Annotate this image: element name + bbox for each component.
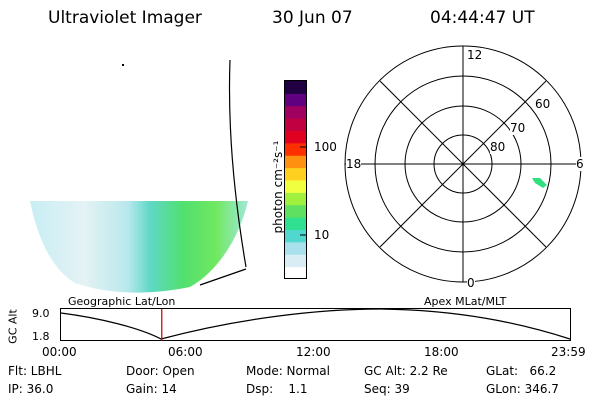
image-boundary-bottom (199, 268, 247, 286)
aurora-swath (30, 201, 248, 293)
mlt-label-0: 0 (467, 276, 475, 290)
colorbar-stripe (285, 180, 306, 193)
mlt-label-6: 6 (576, 157, 584, 171)
image-boundary-line (228, 59, 247, 268)
colorbar-stripe (285, 130, 306, 144)
info-glat: GLat: 66.2 (486, 364, 557, 378)
colorbar-stripe (285, 241, 306, 255)
polar-diagonal-2 (379, 80, 547, 248)
time-label: 04:44:47 UT (430, 8, 535, 28)
mlt-label-18: 18 (346, 157, 362, 171)
geographic-caption: Geographic Lat/Lon (68, 295, 176, 308)
date-label: 30 Jun 07 (272, 8, 353, 28)
star-dot (122, 64, 124, 66)
colorbar-stripe (285, 81, 306, 94)
timeline-ylabel: GC Alt (6, 309, 20, 344)
geographic-image (30, 59, 248, 293)
lat-label-60: 60 (535, 97, 551, 111)
lat-label-80: 80 (490, 140, 506, 154)
colorbar-stripe (285, 229, 306, 243)
info-glon: GLon: 346.7 (486, 382, 559, 396)
apex-caption: Apex MLat/MLT (424, 295, 507, 308)
timeline-tick-1800: 18:00 (424, 345, 459, 359)
timeline-ymin: 1.8 (32, 330, 50, 343)
altitude-timeline (60, 308, 571, 341)
colorbar-unit-label: photon cm⁻²s⁻¹ (271, 140, 285, 234)
polar-plot (344, 45, 582, 283)
info-flt: Flt: LBHL (8, 364, 62, 378)
info-ip: IP: 36.0 (8, 382, 54, 396)
colorbar-stripe (285, 142, 306, 156)
lat-label-70: 70 (510, 121, 526, 135)
altitude-curve (60, 308, 571, 340)
colorbar-stripe (285, 192, 306, 206)
info-gc-alt: GC Alt: 2.2 Re (364, 364, 448, 378)
timeline-tick-0600: 06:00 (168, 345, 203, 359)
timeline-tick-0000: 00:00 (42, 345, 77, 359)
colorbar-stripe (285, 118, 306, 131)
timeline-ymax: 9.0 (32, 307, 50, 320)
colorbar-label-100: 100 (314, 140, 337, 154)
colorbar-stripe (285, 93, 306, 107)
colorbar-stripe (285, 254, 306, 268)
polar-aurora-patch (532, 178, 547, 188)
app-title: Ultraviolet Imager (48, 8, 202, 28)
info-seq: Seq: 39 (364, 382, 410, 396)
mlt-label-12: 12 (466, 48, 484, 62)
colorbar-stripe (285, 217, 306, 230)
timeline-tick-1200: 12:00 (296, 345, 331, 359)
info-mode: Mode: Normal (246, 364, 330, 378)
colorbar-stripe (285, 204, 306, 218)
info-gain: Gain: 14 (126, 382, 177, 396)
colorbar-stripe (285, 155, 306, 169)
info-door: Door: Open (126, 364, 195, 378)
timeline-tick-2359: 23:59 (551, 345, 586, 359)
colorbar-stripe (285, 266, 306, 280)
colorbar (284, 80, 307, 280)
colorbar-stripe (285, 167, 306, 181)
info-dsp: Dsp: 1.1 (246, 382, 308, 396)
colorbar-label-10: 10 (314, 228, 330, 242)
colorbar-stripe (285, 105, 306, 119)
